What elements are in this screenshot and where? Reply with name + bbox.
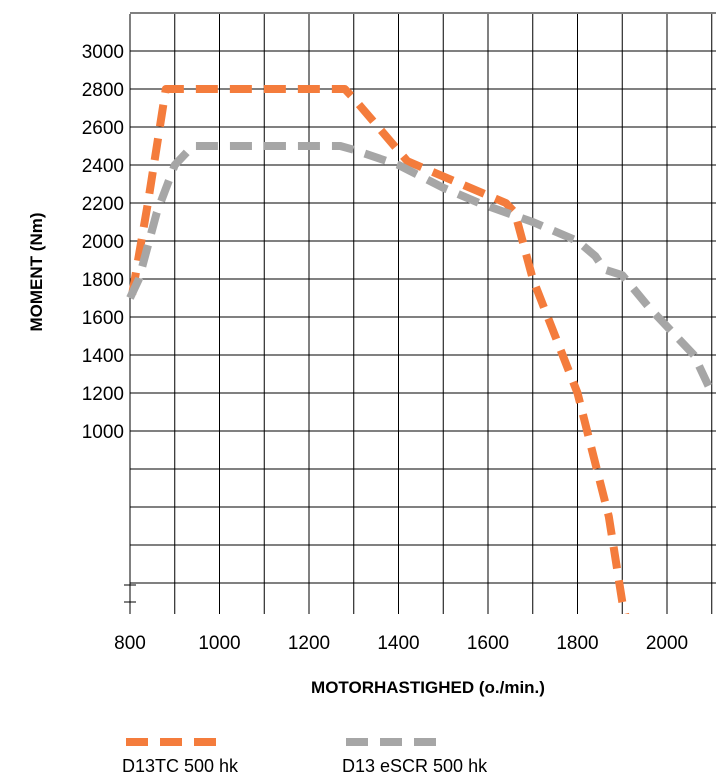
x-axis-tick-labels: 800 1000 1200 1400 1600 1800 2000 bbox=[114, 633, 688, 654]
legend-label: D13TC 500 hk bbox=[122, 756, 239, 776]
series-line-d13-escr bbox=[126, 142, 716, 395]
legend: D13TC 500 hk D13 eSCR 500 hk bbox=[122, 738, 488, 776]
y-tick-label: 1600 bbox=[82, 308, 124, 329]
y-tick-label: 2600 bbox=[82, 118, 124, 139]
legend-label: D13 eSCR 500 hk bbox=[342, 756, 488, 776]
y-tick-label: 2800 bbox=[82, 80, 124, 101]
x-tick-label: 1000 bbox=[198, 633, 240, 654]
series-lines bbox=[126, 85, 716, 614]
y-tick-label: 1000 bbox=[82, 422, 124, 443]
y-tick-label: 1200 bbox=[82, 384, 124, 405]
y-tick-label: 1400 bbox=[82, 346, 124, 367]
x-axis-label: MOTORHASTIGHED (o./min.) bbox=[311, 678, 545, 697]
series-line-d13tc bbox=[128, 85, 630, 614]
y-tick-label: 2400 bbox=[82, 156, 124, 177]
y-tick-label: 1800 bbox=[82, 270, 124, 291]
grid bbox=[124, 12, 716, 614]
y-axis-tick-labels: 1000 1200 1400 1600 1800 2000 2200 2400 2600 2800… bbox=[82, 42, 124, 443]
y-tick-label: 2200 bbox=[82, 194, 124, 215]
y-tick-label: 3000 bbox=[82, 42, 124, 63]
x-tick-label: 1400 bbox=[377, 633, 419, 654]
y-axis-label: MOMENT (Nm) bbox=[27, 213, 46, 332]
x-tick-label: 1200 bbox=[288, 633, 330, 654]
x-tick-label: 800 bbox=[114, 633, 146, 654]
x-tick-label: 1600 bbox=[467, 633, 509, 654]
y-tick-label: 2000 bbox=[82, 232, 124, 253]
x-tick-label: 1800 bbox=[556, 633, 598, 654]
x-tick-label: 2000 bbox=[646, 633, 688, 654]
